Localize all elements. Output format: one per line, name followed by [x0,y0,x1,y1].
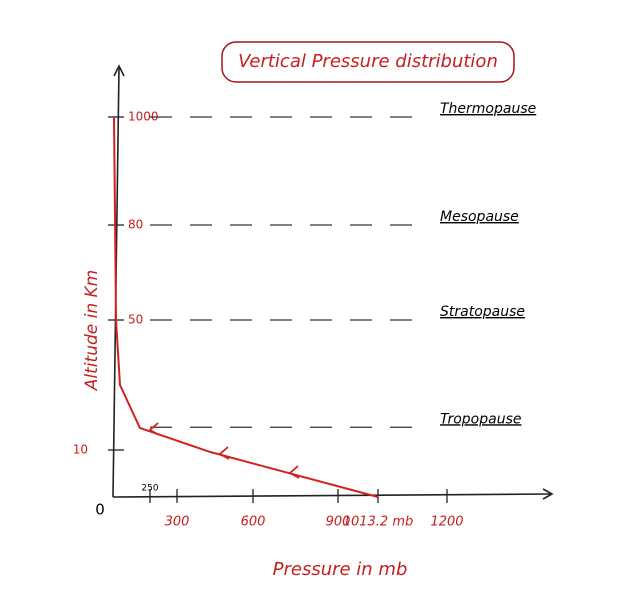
x-tick-label: 600 [241,515,266,530]
y-tick-label: 50 [128,313,143,327]
x-axis-arrow [542,488,554,500]
pressure-curve [113,116,379,498]
x-tick-label: 900 [326,515,351,530]
layer-label: Thermopause [440,101,536,117]
y-tick-label: 0 [95,501,105,519]
direction-arrow [218,446,230,460]
y-axis-arrow [113,64,125,77]
layer-label: Stratopause [440,304,525,320]
y-tick-label: 80 [128,218,143,232]
chart-title: Vertical Pressure distribution [238,51,498,72]
x-tick-label: 1013.2 mb [343,515,414,530]
direction-arrow [148,422,160,436]
layer-label: Tropopause [440,411,521,427]
direction-arrow [288,465,300,479]
x-axis [112,493,551,498]
x-tick-label: 1200 [430,515,463,530]
x-tick-label: 300 [165,515,190,530]
x-axis-label: Pressure in mb [273,559,408,580]
y-tick-label: 1000 [128,110,159,124]
title-box [221,41,515,83]
layer-label: Mesopause [440,209,519,225]
y-tick-label: 10 [73,443,88,457]
x-tick-label: 250 [141,484,158,494]
y-axis-label: Altitude in Km [82,270,102,391]
